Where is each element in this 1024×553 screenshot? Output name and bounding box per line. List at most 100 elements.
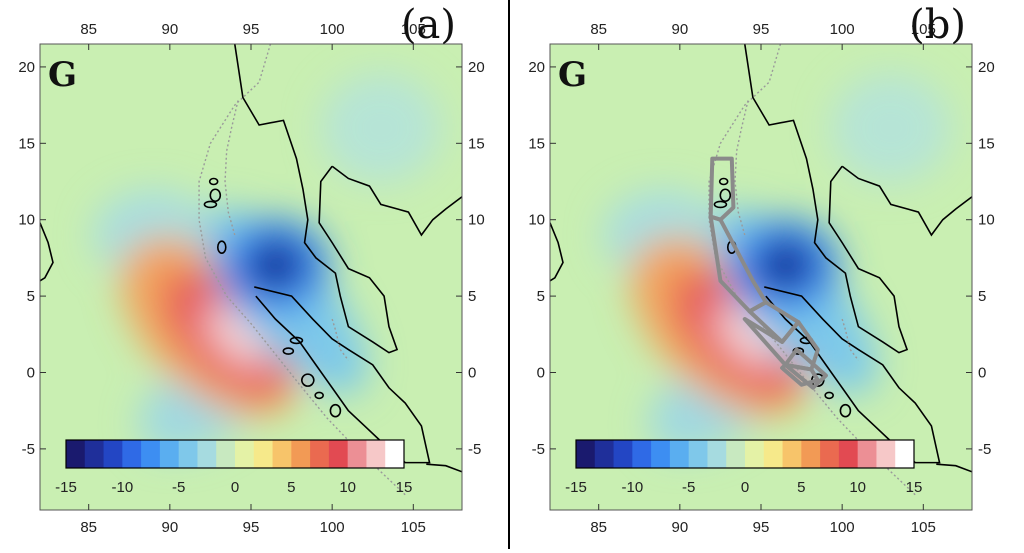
x-tick-label-bottom: 90 bbox=[672, 519, 689, 536]
x-tick-label-bottom: 95 bbox=[753, 519, 770, 536]
y-tick-label-right: -5 bbox=[978, 441, 991, 458]
colorbar-swatch bbox=[347, 440, 367, 468]
component-label: G bbox=[558, 55, 587, 95]
y-tick-label-left: -5 bbox=[22, 441, 35, 458]
x-tick-label-top: 105 bbox=[911, 21, 936, 38]
colorbar-swatch bbox=[895, 440, 915, 468]
panel-label: (b) bbox=[909, 2, 966, 48]
colorbar-swatch bbox=[707, 440, 727, 468]
x-tick-label-top: 85 bbox=[590, 21, 607, 38]
colorbar-swatch bbox=[272, 440, 292, 468]
island bbox=[203, 200, 218, 209]
colorbar-swatch bbox=[838, 440, 859, 468]
island bbox=[289, 336, 304, 345]
y-tick-label-left: -5 bbox=[532, 441, 545, 458]
colorbar-tick-label: 15 bbox=[906, 479, 923, 496]
island bbox=[718, 177, 729, 186]
colorbar-tick-label: 5 bbox=[797, 479, 805, 496]
colorbar-swatch bbox=[310, 440, 330, 468]
colorbar: -15 -10 -5 0 5 10 15 bbox=[55, 439, 413, 496]
colorbar-swatch bbox=[216, 440, 236, 468]
panel-a: 85 85 90 90 95 95 100 100 105 105 20 20 15 15 10 10 5 5 0 0… bbox=[0, 0, 508, 549]
colorbar-tick-label: -5 bbox=[172, 479, 185, 496]
x-tick-label-top: 100 bbox=[320, 21, 345, 38]
x-tick-label-top: 85 bbox=[80, 21, 97, 38]
x-tick-label-bottom: 100 bbox=[830, 519, 855, 536]
trench-line bbox=[198, 44, 406, 496]
colorbar-tick-label: 10 bbox=[339, 479, 356, 496]
y-tick-label-left: 10 bbox=[528, 212, 545, 229]
x-tick-label-bottom: 95 bbox=[243, 519, 260, 536]
x-tick-label-top: 105 bbox=[401, 21, 426, 38]
colorbar-swatch bbox=[103, 440, 123, 468]
colorbar-swatch bbox=[385, 440, 405, 468]
colorbar-tick-label: 0 bbox=[741, 479, 749, 496]
colorbar-swatch bbox=[801, 440, 821, 468]
x-tick-label-bottom: 105 bbox=[401, 519, 426, 536]
island bbox=[282, 347, 295, 355]
y-tick-label-left: 10 bbox=[18, 212, 35, 229]
y-tick-label-right: 15 bbox=[978, 135, 995, 152]
x-tick-label-bottom: 90 bbox=[162, 519, 179, 536]
y-tick-label-left: 5 bbox=[537, 288, 545, 305]
colorbar-swatch bbox=[613, 440, 633, 468]
colorbar-swatch bbox=[291, 440, 311, 468]
gravity-field bbox=[40, 44, 462, 510]
x-tick-label-bottom: 85 bbox=[80, 519, 97, 536]
colorbar-tick-label: -15 bbox=[55, 479, 77, 496]
colorbar-swatch bbox=[66, 440, 86, 468]
island bbox=[209, 188, 222, 203]
gravity-field bbox=[550, 44, 972, 510]
colorbar-tick-label: -15 bbox=[565, 479, 587, 496]
y-tick-label-left: 0 bbox=[537, 364, 545, 381]
x-tick-label-top: 100 bbox=[830, 21, 855, 38]
island bbox=[314, 391, 324, 400]
y-tick-label-right: 0 bbox=[978, 364, 986, 381]
y-tick-label-left: 20 bbox=[18, 59, 35, 76]
y-tick-label-right: 10 bbox=[978, 212, 995, 229]
panel-label: (a) bbox=[401, 2, 456, 48]
colorbar-swatch bbox=[178, 440, 198, 468]
colorbar-swatch bbox=[688, 440, 708, 468]
colorbar-swatch bbox=[576, 440, 596, 468]
y-tick-label-left: 15 bbox=[528, 135, 545, 152]
colorbar-tick-label: 5 bbox=[287, 479, 295, 496]
panel-b: 85 85 90 90 95 95 100 100 105 105 20 20 15 15 10 10 5 5 0 0… bbox=[510, 0, 1024, 549]
colorbar: -15 -10 -5 0 5 10 15 bbox=[565, 439, 923, 496]
colorbar-tick-label: -10 bbox=[111, 479, 133, 496]
colorbar-swatch bbox=[197, 440, 217, 468]
colorbar-tick-label: -5 bbox=[682, 479, 695, 496]
colorbar-swatch bbox=[84, 440, 105, 468]
island bbox=[216, 240, 227, 255]
colorbar-tick-label: 15 bbox=[396, 479, 413, 496]
x-tick-label-bottom: 85 bbox=[590, 519, 607, 536]
colorbar-swatch bbox=[253, 440, 274, 468]
island bbox=[839, 403, 852, 418]
rupture-segments bbox=[708, 156, 828, 390]
island bbox=[824, 391, 834, 400]
colorbar-tick-label: 10 bbox=[849, 479, 866, 496]
coastlines bbox=[40, 44, 462, 473]
y-tick-label-left: 15 bbox=[18, 135, 35, 152]
island bbox=[713, 200, 728, 209]
colorbar-swatch bbox=[235, 440, 255, 468]
island bbox=[208, 177, 219, 186]
island bbox=[719, 188, 732, 203]
colorbar-swatch bbox=[745, 440, 765, 468]
x-tick-label-bottom: 100 bbox=[320, 519, 345, 536]
colorbar-swatch bbox=[669, 440, 690, 468]
y-tick-label-right: 10 bbox=[468, 212, 485, 229]
colorbar-swatch bbox=[366, 440, 386, 468]
x-tick-label-top: 90 bbox=[672, 21, 689, 38]
colorbar-tick-label: 0 bbox=[231, 479, 239, 496]
colorbar-swatch bbox=[141, 440, 161, 468]
component-label: G bbox=[48, 55, 77, 95]
y-tick-label-right: 0 bbox=[468, 364, 476, 381]
y-tick-label-right: -5 bbox=[468, 441, 481, 458]
y-tick-label-right: 20 bbox=[468, 59, 485, 76]
y-tick-label-left: 20 bbox=[528, 59, 545, 76]
x-tick-label-top: 95 bbox=[753, 21, 770, 38]
y-tick-label-left: 5 bbox=[27, 288, 35, 305]
coastlines bbox=[550, 44, 972, 473]
